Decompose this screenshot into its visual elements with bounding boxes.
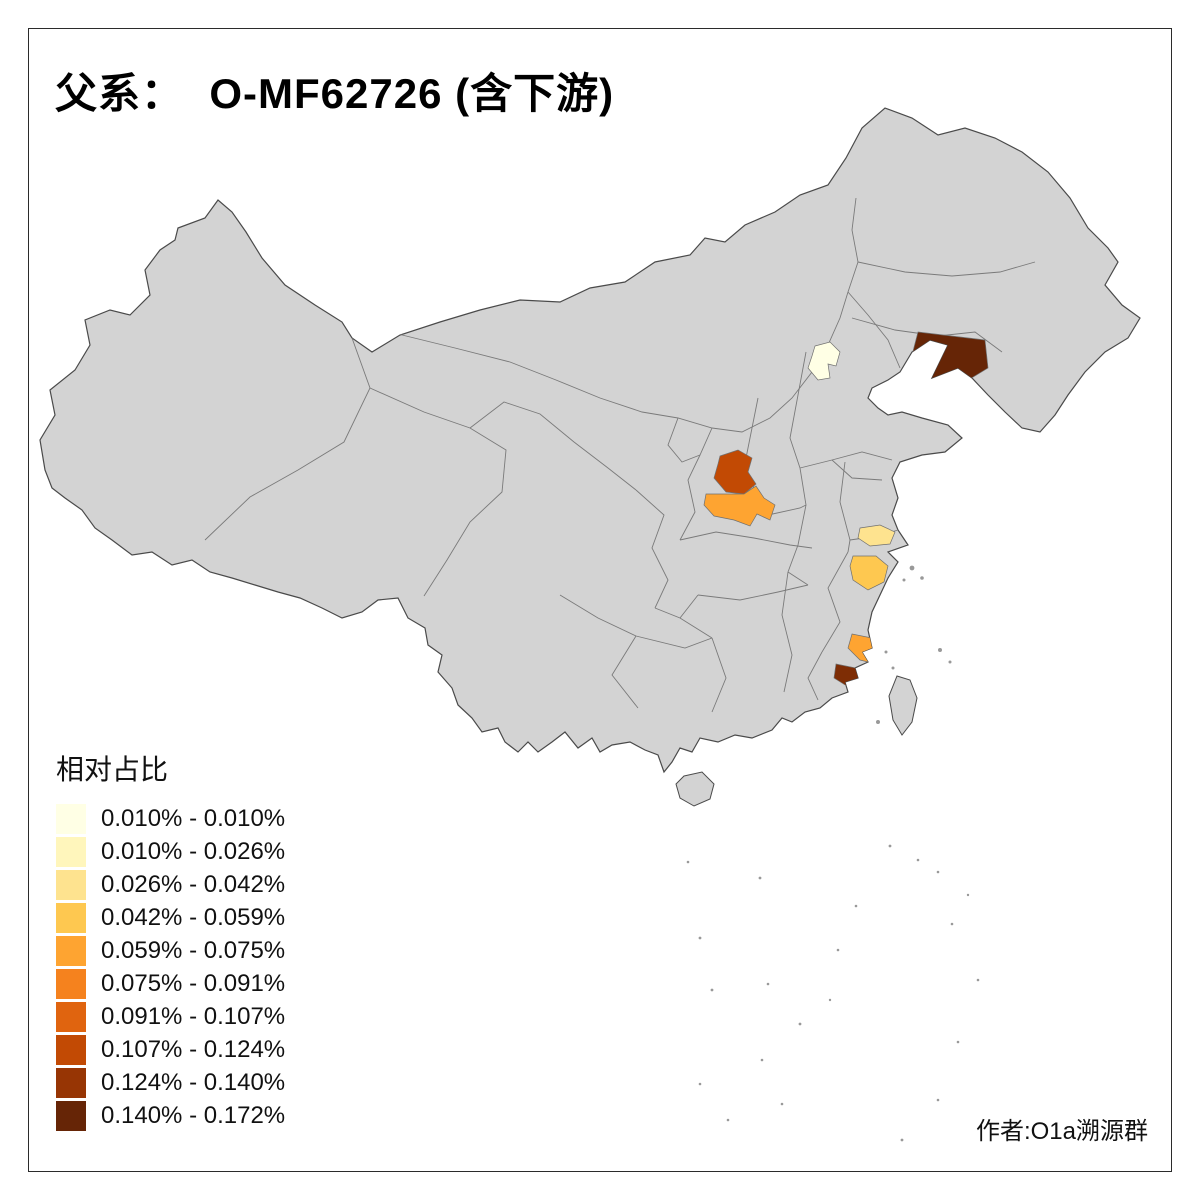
taiwan-island (888, 675, 918, 736)
legend-swatch (56, 1034, 86, 1065)
legend-swatch (56, 869, 86, 900)
sea-islands (686, 565, 980, 1142)
legend-swatch (56, 1067, 86, 1098)
hainan-island (675, 771, 715, 807)
legend-item: 0.010% - 0.026% (56, 835, 285, 868)
region-central-upper-patch (713, 449, 757, 495)
china-mainland-shape (39, 107, 1141, 773)
legend-item: 0.091% - 0.107% (56, 1000, 285, 1033)
legend-item: 0.042% - 0.059% (56, 901, 285, 934)
map-title: 父系： O-MF62726 (含下游) (55, 70, 615, 117)
region-east-coast-patch (849, 555, 889, 591)
legend-swatch (56, 935, 86, 966)
legend-item: 0.107% - 0.124% (56, 1033, 285, 1066)
legend-item: 0.140% - 0.172% (56, 1099, 285, 1132)
legend-label: 0.107% - 0.124% (101, 1035, 286, 1063)
legend-label: 0.124% - 0.140% (101, 1068, 286, 1096)
legend-label: 0.042% - 0.059% (101, 903, 286, 931)
legend-label: 0.010% - 0.010% (101, 804, 286, 832)
legend-swatch (56, 836, 86, 867)
author-credit: 作者:O1a溯源群 (975, 1118, 1148, 1145)
legend-label: 0.075% - 0.091% (101, 969, 286, 997)
legend-swatch (56, 1001, 86, 1032)
legend-swatch (56, 803, 86, 834)
legend-title: 相对占比 (56, 754, 169, 785)
legend: 相对占比 0.010% - 0.010% 0.010% - 0.026% 0.0… (56, 748, 285, 1132)
region-east-coast-small-patch (857, 524, 896, 547)
legend-label: 0.059% - 0.075% (101, 936, 286, 964)
legend-swatch (56, 968, 86, 999)
legend-label: 0.026% - 0.042% (101, 870, 286, 898)
legend-label: 0.091% - 0.107% (101, 1002, 286, 1030)
legend-label: 0.140% - 0.172% (101, 1101, 286, 1129)
legend-label: 0.010% - 0.026% (101, 837, 286, 865)
legend-item: 0.124% - 0.140% (56, 1066, 285, 1099)
legend-item: 0.010% - 0.010% (56, 802, 285, 835)
region-central-lower-patch (703, 485, 776, 527)
region-north-beijing-area (807, 341, 841, 381)
legend-item: 0.075% - 0.091% (56, 967, 285, 1000)
legend-item: 0.026% - 0.042% (56, 868, 285, 901)
legend-item: 0.059% - 0.075% (56, 934, 285, 967)
legend-swatch (56, 1100, 86, 1131)
legend-swatch (56, 902, 86, 933)
